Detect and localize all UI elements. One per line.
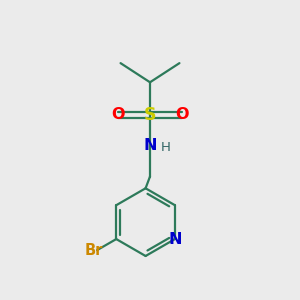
Text: O: O [111,107,124,122]
Text: O: O [176,107,189,122]
Text: N: N [168,232,182,247]
Text: S: S [144,106,156,124]
Text: N: N [143,138,157,153]
Text: H: H [160,141,170,154]
Text: Br: Br [85,243,104,258]
